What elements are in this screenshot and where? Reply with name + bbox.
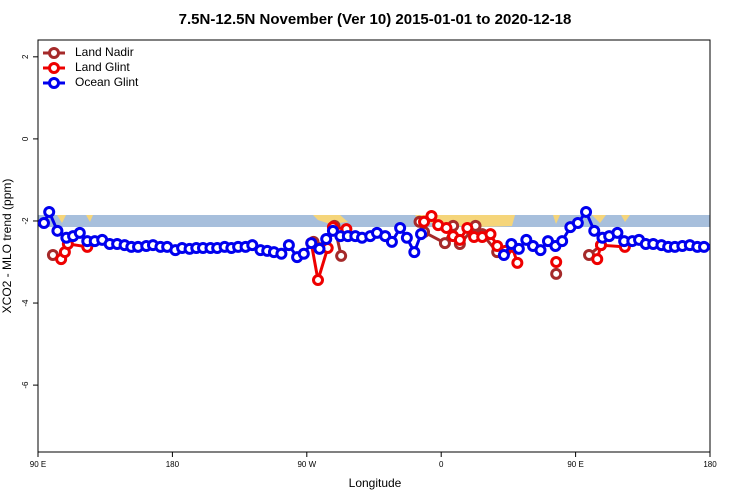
point — [588, 224, 601, 237]
point — [550, 256, 563, 269]
point — [571, 217, 584, 230]
x-tick-label: 90 W — [297, 460, 316, 469]
point — [580, 205, 593, 218]
point — [534, 244, 547, 257]
point — [511, 256, 524, 269]
point — [320, 233, 333, 246]
point — [313, 242, 326, 255]
point — [461, 221, 474, 234]
chart-title: 7.5N-12.5N November (Ver 10) 2015-01-01 … — [179, 11, 572, 28]
point — [611, 226, 624, 239]
y-tick-label: 0 — [21, 136, 30, 141]
point — [282, 239, 295, 252]
point — [305, 237, 318, 250]
point — [418, 215, 431, 228]
point — [491, 240, 504, 252]
point — [440, 221, 453, 234]
point — [438, 237, 451, 250]
x-tick-label: 180 — [166, 460, 180, 469]
legend-label: Land Glint — [75, 60, 130, 74]
y-tick-label: 2 — [21, 54, 30, 59]
legend-label: Land Nadir — [75, 45, 134, 59]
x-tick-label: 0 — [439, 460, 444, 469]
point — [591, 253, 604, 266]
point — [425, 210, 438, 223]
point — [400, 231, 413, 244]
point — [73, 226, 86, 239]
map-strip — [38, 215, 710, 227]
point — [335, 249, 348, 262]
y-tick-label: -4 — [21, 299, 30, 307]
point — [246, 239, 259, 252]
x-tick-label: 180 — [703, 460, 717, 469]
legend-marker — [48, 62, 60, 74]
point — [275, 247, 288, 260]
x-tick-label: 90 E — [30, 460, 46, 469]
y-tick-label: -2 — [21, 217, 30, 225]
point — [312, 274, 324, 287]
point — [453, 233, 466, 246]
y-tick-label: -6 — [21, 381, 30, 389]
point — [326, 224, 339, 237]
point — [37, 217, 50, 230]
x-tick-label: 90 E — [567, 460, 583, 469]
point — [297, 247, 310, 260]
legend-label: Ocean Glint — [75, 75, 139, 89]
point — [550, 267, 563, 280]
point — [497, 249, 510, 262]
point — [408, 246, 421, 259]
legend-marker — [48, 47, 60, 59]
x-axis-label: Longitude — [349, 476, 402, 490]
legend-marker — [48, 77, 60, 89]
y-axis-label: XCO2 - MLO trend (ppm) — [0, 179, 14, 314]
point — [415, 228, 428, 241]
point — [556, 235, 569, 248]
point — [385, 235, 398, 248]
point — [484, 228, 497, 241]
point — [698, 240, 711, 253]
point — [512, 242, 525, 255]
point — [394, 221, 407, 234]
plot-frame — [37, 39, 711, 453]
point — [51, 224, 64, 237]
point — [43, 205, 56, 218]
